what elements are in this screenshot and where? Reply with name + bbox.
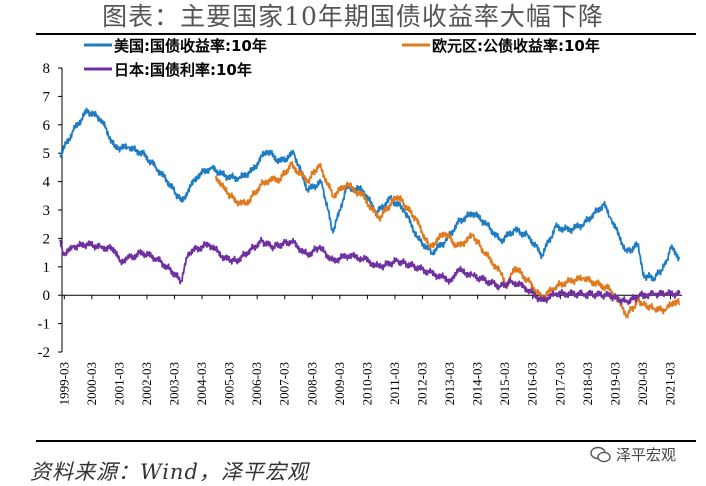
y-tick-label: -2 <box>38 345 51 361</box>
x-tick-label: 2018-03 <box>580 362 595 405</box>
y-tick-label: 6 <box>43 118 51 134</box>
y-tick-label: 3 <box>43 203 51 219</box>
x-tick-label: 2007-03 <box>277 362 292 405</box>
x-tick-label: 2001-03 <box>111 362 126 405</box>
x-tick-label: 2004-03 <box>194 362 209 405</box>
x-tick-label: 1999-03 <box>56 362 71 405</box>
watermark-text: 泽平宏观 <box>616 446 677 464</box>
series-group <box>59 107 681 319</box>
y-tick-label: -1 <box>38 317 51 333</box>
x-tick-label: 2002-03 <box>139 362 154 405</box>
x-tick-label: 2019-03 <box>607 362 622 405</box>
y-tick-label: 7 <box>43 89 51 105</box>
y-tick-label: 5 <box>43 146 51 162</box>
x-tick-label: 2011-03 <box>387 362 402 405</box>
x-tick-label: 2003-03 <box>167 362 182 405</box>
series-line-us <box>59 107 681 282</box>
x-tick-label: 2000-03 <box>84 362 99 405</box>
legend-label-us: 美国:国债收益率:10年 <box>114 37 267 55</box>
source-note: 资料来源：Wind，泽平宏观 <box>30 460 309 484</box>
chart-title: 图表：主要国家10年期国债收益率大幅下降 <box>102 2 604 31</box>
x-tick-label: 2009-03 <box>332 362 347 405</box>
wechat-icon <box>590 446 611 462</box>
y-tick-label: 2 <box>43 231 51 247</box>
axes: 8 7 6 5 4 3 2 1 0 -1 -2 1999-03 2000-03 2001-03 2002-0… <box>38 61 682 405</box>
y-tick-label: 1 <box>43 260 51 276</box>
legend-label-eu: 欧元区:公债收益率:10年 <box>432 37 600 55</box>
y-tick-label: 0 <box>43 288 51 304</box>
x-tick-label: 2016-03 <box>525 362 540 405</box>
series-line-eu <box>215 161 681 319</box>
x-tick-label: 2020-03 <box>635 362 650 405</box>
x-tick-label: 2010-03 <box>359 362 374 405</box>
x-tick-label: 2005-03 <box>222 362 237 405</box>
y-tick-label: 4 <box>43 175 51 191</box>
x-tick-label: 2017-03 <box>552 362 567 405</box>
x-tick-label: 2013-03 <box>442 362 457 405</box>
watermark: 泽平宏观 <box>590 444 676 465</box>
x-tick-label: 2015-03 <box>497 362 512 405</box>
series-line-jp <box>59 236 681 306</box>
legend: 美国:国债收益率:10年 欧元区:公债收益率:10年 日本:国债利率:10年 <box>84 37 600 79</box>
y-tick-label: 8 <box>43 61 51 77</box>
x-tick-label: 2006-03 <box>249 362 264 405</box>
x-tick-label: 2014-03 <box>470 362 485 405</box>
legend-label-jp: 日本:国债利率:10年 <box>114 61 252 79</box>
x-tick-label: 2008-03 <box>304 362 319 405</box>
x-tick-label: 2021-03 <box>663 362 678 405</box>
top-rule <box>36 33 696 35</box>
bottom-rule <box>36 440 696 442</box>
x-tick-label: 2012-03 <box>415 362 430 405</box>
